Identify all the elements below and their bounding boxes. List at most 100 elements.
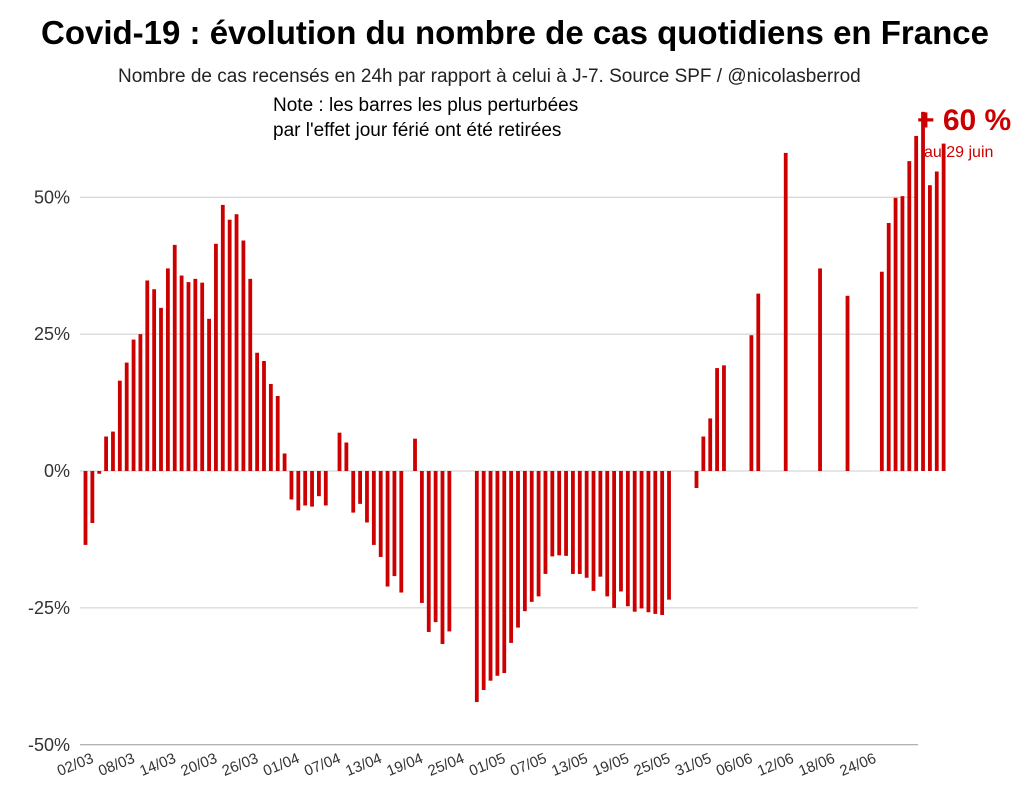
bar [447,471,452,632]
bar [694,471,699,488]
bar [529,471,534,602]
bar [598,471,603,577]
bar [893,197,898,472]
bar [124,362,129,471]
bar [509,471,514,643]
bar [104,436,108,471]
bar [145,280,150,471]
bar [248,278,253,471]
bar [625,471,630,607]
bar [337,432,342,471]
bar [433,471,438,623]
bar [262,360,266,471]
bar [275,395,280,471]
bar [522,471,527,612]
bar [474,471,479,703]
bar [605,471,610,597]
x-tick-label: 25/04 [426,750,467,780]
bar [365,471,369,523]
x-tick-label: 31/05 [673,750,714,780]
bar [111,431,115,471]
bar [886,222,891,471]
bar [159,307,163,471]
bar [914,135,919,471]
bar [83,471,88,545]
bar [207,318,211,471]
bar [941,143,946,471]
bar [179,275,184,471]
bar [268,383,273,471]
x-tick-label: 26/03 [220,750,261,780]
bar [200,282,205,471]
bars [83,111,946,703]
bar [344,442,349,471]
bar [783,152,788,471]
bar [172,244,177,471]
bar [715,368,719,471]
x-tick-label: 19/04 [384,750,425,780]
x-tick-label: 18/06 [796,750,837,780]
chart-note: Note : les barres les plus perturbées pa… [273,93,578,143]
x-tick-label: 01/04 [261,750,302,780]
chart-title: Covid-19 : évolution du nombre de cas qu… [41,14,989,51]
bar [632,471,637,612]
bar [317,471,321,497]
bar [413,438,417,471]
bar [653,471,658,614]
bar [722,365,726,471]
bar [214,243,218,471]
bar [358,471,362,504]
bar [660,471,665,615]
bar [749,335,754,471]
bar [845,295,850,471]
bar [303,471,308,506]
latest-date-annotation: au 29 juin [924,144,994,161]
bar [934,171,939,471]
bar [502,471,507,674]
bar [591,471,596,591]
bar [323,471,328,506]
bar [419,471,424,603]
bar [289,471,294,500]
bar [255,352,260,471]
bar [227,219,232,471]
bar [399,471,404,593]
bar [928,185,932,471]
bar [612,471,617,608]
x-tick-label: 13/05 [549,750,590,780]
x-tick-label: 07/04 [302,750,343,780]
bar [392,471,397,577]
bar [900,196,905,471]
bar [536,471,541,597]
y-tick-label: -25% [28,598,70,618]
x-tick-label: 13/04 [343,750,384,780]
bar [516,471,520,628]
bar [371,471,376,545]
x-tick-label: 20/03 [178,750,219,780]
y-tick-label: 25% [34,324,70,344]
bar [234,214,239,471]
bar [241,240,246,471]
bar [385,471,390,587]
bar [296,471,301,511]
chart-subtitle: Nombre de cas recensés en 24h par rappor… [118,66,861,87]
bar [639,471,644,609]
bar [619,471,623,592]
bar [543,471,548,574]
bar [667,471,671,600]
bar [138,334,143,472]
bar [440,471,445,645]
x-tick-label: 06/06 [714,750,755,780]
y-tick-label: 0% [44,461,70,481]
y-axis-ticks: 50% 25% 0% -25% -50% [28,187,70,755]
bar [879,271,884,471]
x-tick-label: 08/03 [96,750,137,780]
x-tick-label: 25/05 [632,750,673,780]
bar [378,471,383,557]
bar [564,471,568,556]
bar [282,453,287,471]
x-axis-ticks: 02/03 08/03 14/03 20/03 26/03 01/04 07/04 13/04… [55,750,879,780]
bar [310,471,314,507]
x-tick-label: 24/06 [837,750,878,780]
